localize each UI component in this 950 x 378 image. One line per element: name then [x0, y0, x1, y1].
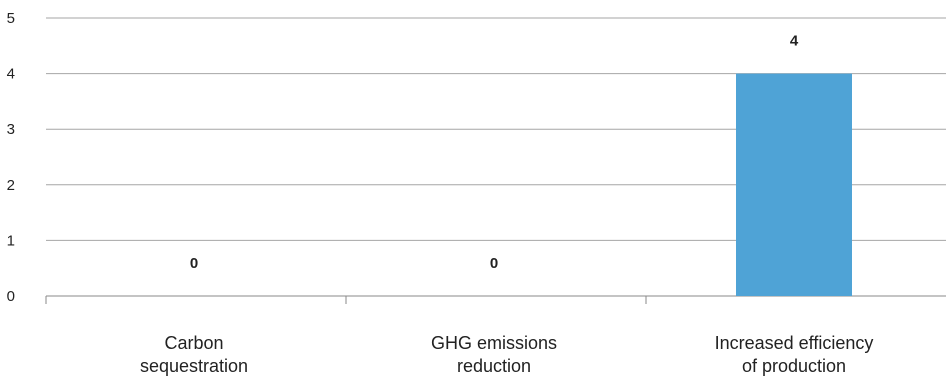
y-tick-label: 0: [7, 288, 15, 305]
y-tick-label: 2: [7, 177, 15, 194]
x-category-label: Carbon: [164, 333, 223, 353]
y-tick-label: 3: [7, 121, 15, 138]
x-category-label: Increased efficiency: [715, 333, 874, 353]
data-label: 4: [790, 33, 799, 50]
y-tick-label: 5: [7, 10, 15, 27]
y-tick-label: 4: [7, 66, 15, 83]
x-category-label: sequestration: [140, 356, 248, 376]
bar: [736, 73, 852, 296]
x-category-label: GHG emissions: [431, 333, 557, 353]
data-label: 0: [190, 255, 198, 272]
x-category-label: reduction: [457, 356, 531, 376]
y-tick-label: 1: [7, 232, 15, 249]
data-label: 0: [490, 255, 498, 272]
x-category-label: of production: [742, 356, 846, 376]
